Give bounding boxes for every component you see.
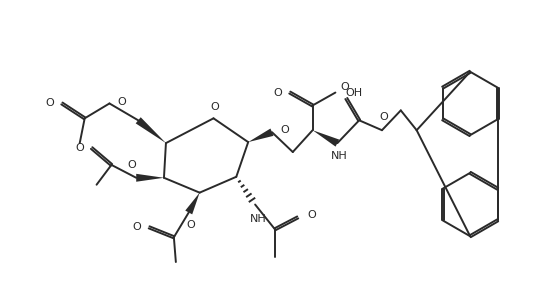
Text: O: O: [132, 222, 141, 232]
Polygon shape: [248, 129, 273, 142]
Text: O: O: [45, 99, 54, 108]
Text: O: O: [186, 220, 195, 230]
Text: O: O: [75, 143, 84, 153]
Polygon shape: [136, 117, 166, 143]
Text: O: O: [117, 97, 126, 107]
Text: O: O: [308, 210, 316, 220]
Text: O: O: [340, 82, 349, 91]
Text: O: O: [380, 112, 388, 122]
Text: NH: NH: [331, 151, 348, 161]
Polygon shape: [185, 193, 200, 214]
Text: O: O: [128, 160, 137, 170]
Polygon shape: [313, 130, 339, 147]
Text: OH: OH: [345, 87, 363, 98]
Polygon shape: [136, 174, 164, 182]
Text: NH: NH: [250, 215, 266, 224]
Text: O: O: [210, 102, 219, 112]
Text: O: O: [280, 125, 289, 135]
Text: O: O: [273, 87, 282, 98]
